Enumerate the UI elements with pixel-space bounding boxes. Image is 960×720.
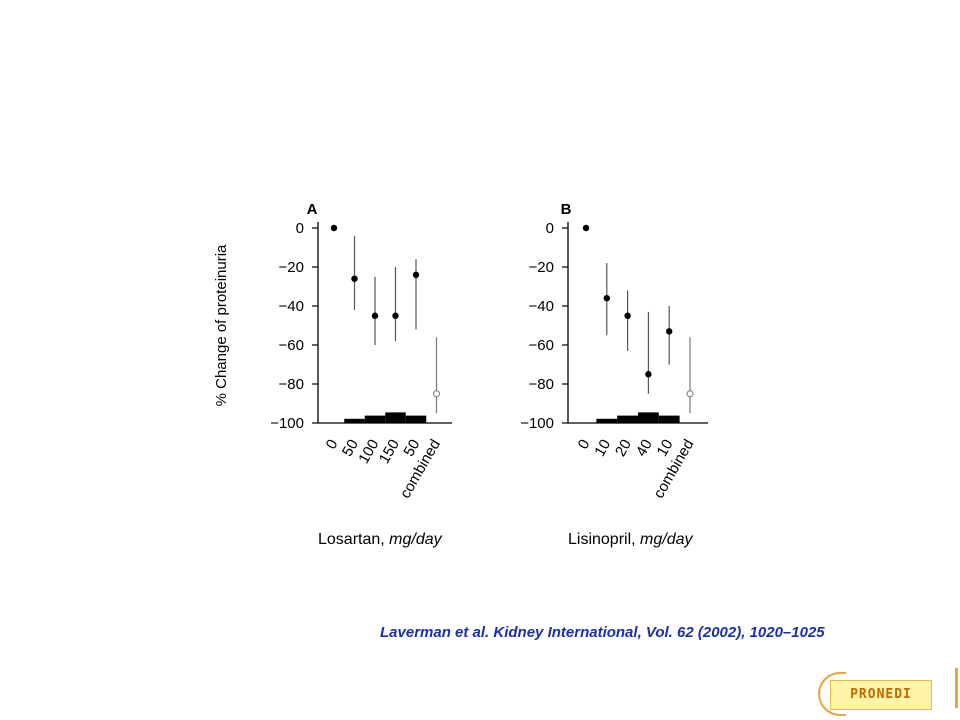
y-tick-label: −80 — [279, 376, 304, 393]
x-tick-label: 10 — [654, 437, 677, 460]
y-tick-label: −100 — [270, 415, 304, 432]
data-point — [666, 328, 673, 335]
x-tick-label: 50 — [400, 437, 423, 460]
data-point-open — [433, 390, 440, 398]
x-axis-label-drug: Lisinopril, — [568, 531, 640, 548]
chart-panel-b: B0−20−40−60−80−100010204010combinedLisin… — [520, 201, 708, 548]
x-tick-label: 20 — [612, 437, 635, 460]
x-tick-label: 10 — [591, 437, 614, 460]
data-point — [603, 295, 610, 302]
x-axis-label-unit: mg/day — [389, 531, 442, 548]
data-point — [392, 312, 399, 319]
data-point — [624, 312, 631, 319]
dose-level-bar — [658, 415, 680, 423]
dose-level-bar — [344, 418, 365, 423]
y-tick-label: −80 — [529, 376, 554, 393]
panel-label: B — [561, 201, 572, 218]
chart-panel-a: A0 −20 −40 −60 −80 −100 % Change of proteinuri… — [213, 201, 452, 548]
y-tick-label: −20 — [529, 259, 554, 276]
dose-level-bar — [364, 415, 386, 423]
x-axis-label-drug: Losartan, — [318, 531, 389, 548]
x-tick-label: 150 — [376, 437, 403, 467]
x-tick-label: 50 — [339, 437, 362, 460]
y-tick-label: −100 — [520, 415, 554, 432]
data-point — [371, 312, 379, 319]
logo-box: PRONEDI — [830, 680, 932, 710]
x-axis-label: Losartan, mg/day — [318, 531, 443, 548]
panel-label: A — [307, 201, 318, 218]
dose-level-bar — [638, 412, 659, 423]
y-tick-label: −40 — [529, 298, 554, 315]
y-tick-label: 0 — [546, 220, 554, 237]
dose-level-bar — [385, 412, 406, 423]
data-point — [412, 271, 420, 278]
x-tick-label: 40 — [633, 437, 656, 460]
y-tick-label: −60 — [279, 337, 304, 354]
data-point — [582, 224, 590, 232]
x-tick-label: 100 — [355, 437, 382, 467]
data-point — [645, 371, 652, 378]
y-axis-label: % Change of proteinuria — [213, 244, 230, 406]
data-point — [351, 275, 358, 282]
x-axis-label-unit: mg/day — [640, 531, 693, 548]
y-tick-label: 0 — [296, 220, 304, 237]
y-tick-label: −20 — [279, 259, 304, 276]
logo-bar-shape — [955, 668, 958, 708]
dose-level-bar — [596, 418, 618, 423]
citation: Laverman et al. Kidney International, Vo… — [380, 624, 825, 641]
logo-text: PRONEDI — [850, 687, 912, 702]
data-point — [330, 224, 338, 232]
y-tick-label: −40 — [279, 298, 304, 315]
dose-level-bar — [405, 415, 427, 423]
data-point-open — [686, 390, 694, 398]
x-tick-label: 0 — [575, 437, 594, 453]
dose-level-bar — [617, 415, 638, 423]
y-tick-label: −60 — [529, 337, 554, 354]
x-axis-label: Lisinopril, mg/day — [568, 531, 694, 548]
